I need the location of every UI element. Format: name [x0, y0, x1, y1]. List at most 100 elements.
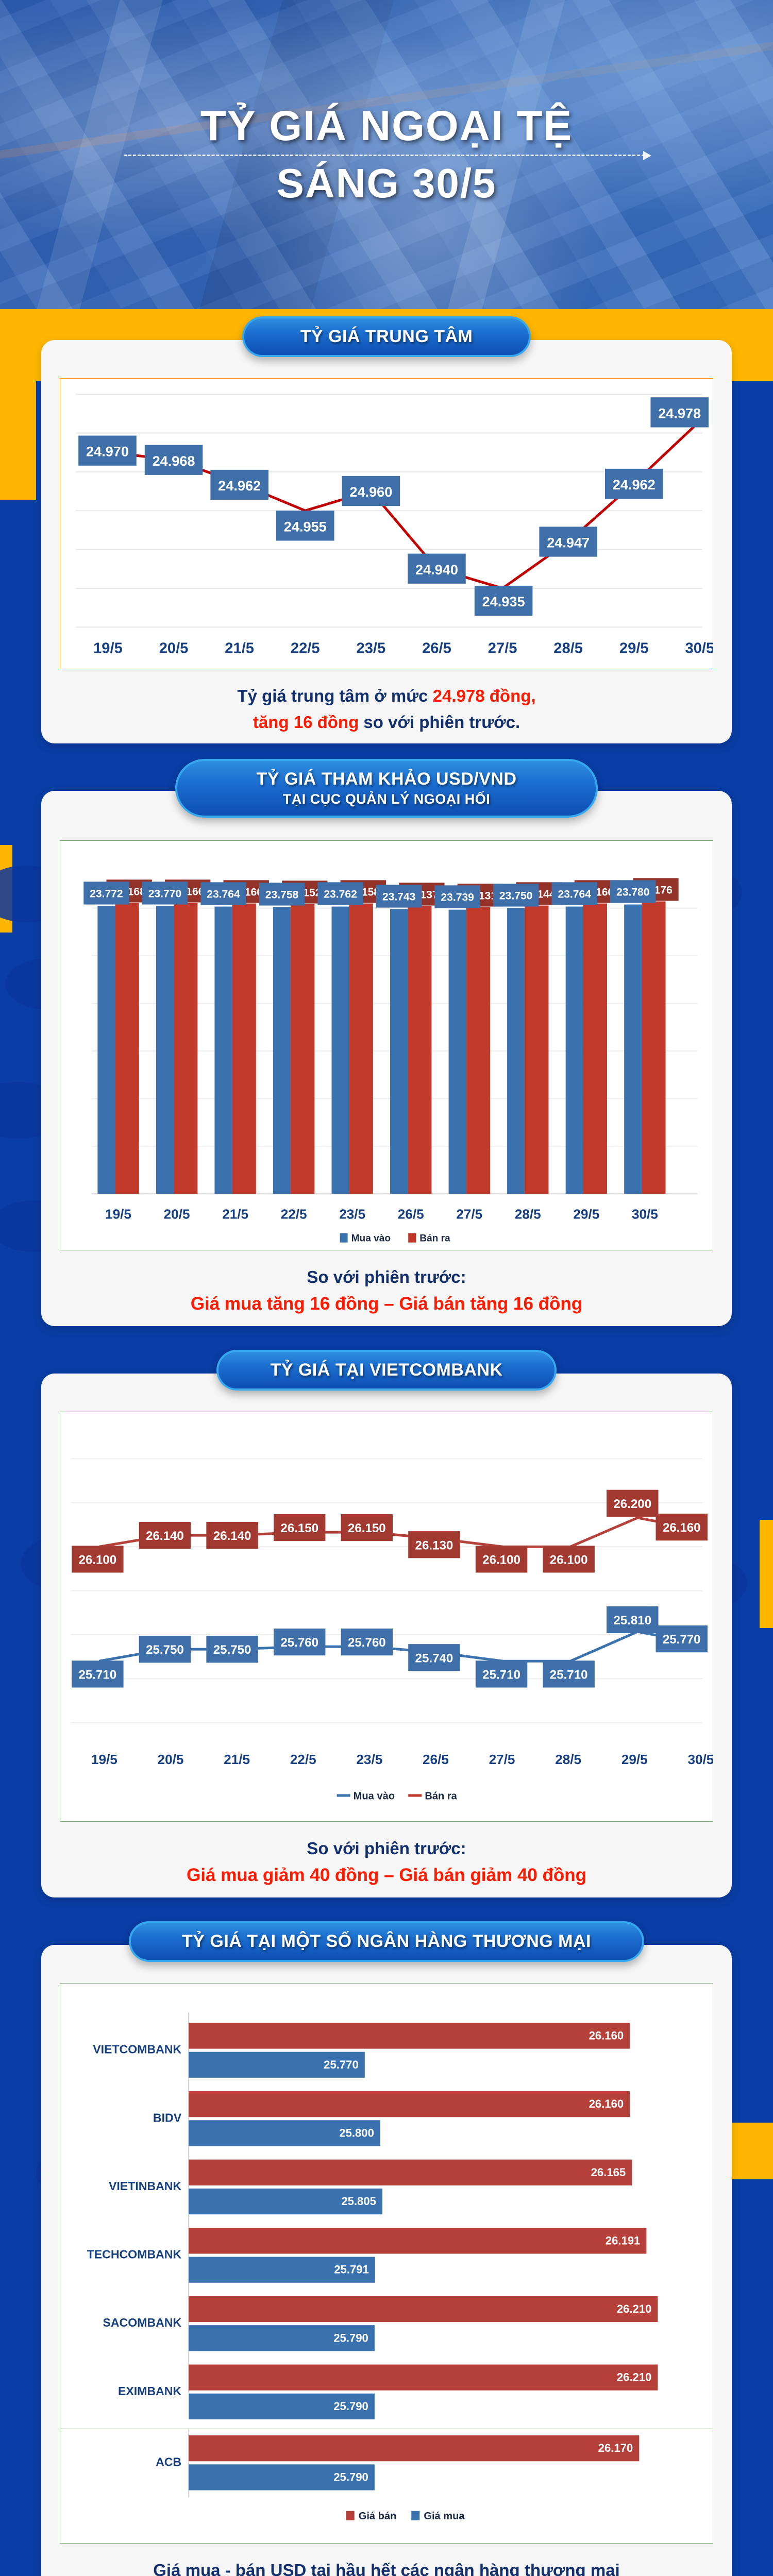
reference-rate-caption-text1: So với phiên trước: [307, 1267, 466, 1286]
central-rate-value: 24.978 đồng, [432, 686, 536, 705]
page-title: TỶ GIÁ NGOẠI TỆ [200, 103, 573, 149]
svg-text:26.100: 26.100 [78, 1553, 116, 1567]
svg-text:25.740: 25.740 [415, 1651, 453, 1665]
svg-text:20/5: 20/5 [158, 1752, 184, 1767]
section-commercial-banks: TỶ GIÁ TẠI MỘT SỐ NGÂN HÀNG THƯƠNG MẠI 2… [0, 1897, 773, 2576]
svg-text:23/5: 23/5 [357, 640, 386, 657]
svg-text:Giá bán: Giá bán [359, 2511, 397, 2522]
svg-text:25.760: 25.760 [280, 1636, 318, 1650]
svg-text:25.800: 25.800 [339, 2127, 374, 2140]
svg-text:27/5: 27/5 [489, 1752, 515, 1767]
svg-text:26.100: 26.100 [550, 1553, 588, 1567]
svg-text:29/5: 29/5 [573, 1206, 599, 1222]
svg-text:23.772: 23.772 [90, 888, 123, 900]
pill-reference-rate-label: TỶ GIÁ THAM KHẢO USD/VND [256, 769, 517, 789]
pill-vietcombank: TỶ GIÁ TẠI VIETCOMBANK [216, 1350, 557, 1391]
svg-text:30/5: 30/5 [685, 640, 713, 657]
reference-rate-bar-chart: 26.168 26.166 26.160 26.152 26.158 26.13… [60, 840, 713, 1250]
vietcombank-chart-frame: 26.100 26.140 26.140 26.150 26.150 26.13… [60, 1412, 713, 1822]
reference-rate-change: Giá mua tăng 16 đồng – Giá bán tăng 16 đ… [190, 1293, 583, 1314]
svg-text:19/5: 19/5 [91, 1752, 117, 1767]
commercial-banks-caption-text1: Giá mua - bán USD tại hầu hết các ngân h… [153, 2561, 620, 2576]
svg-text:24.940: 24.940 [415, 562, 458, 578]
vietcombank-legend: Mua vào Bán ra [337, 1791, 458, 1802]
svg-text:28/5: 28/5 [553, 640, 583, 657]
pill-reference-rate: TỶ GIÁ THAM KHẢO USD/VND TẠI CỤC QUẢN LÝ… [175, 758, 598, 818]
svg-text:26.170: 26.170 [598, 2442, 633, 2455]
svg-text:26.140: 26.140 [146, 1529, 184, 1543]
svg-text:SACOMBANK: SACOMBANK [103, 2316, 181, 2329]
commercial-banks-caption: Giá mua - bán USD tại hầu hết các ngân h… [60, 2544, 713, 2576]
commercial-banks-bar-chart: 26.160 25.770 VIETCOMBANK 26.160 25.800 … [60, 1984, 713, 2429]
svg-text:23.758: 23.758 [265, 889, 299, 901]
pill-reference-rate-sublabel: TẠI CỤC QUẢN LÝ NGOẠI HỐI [282, 791, 491, 807]
central-rate-caption-text2: so với phiên trước. [359, 712, 520, 732]
svg-text:24.962: 24.962 [218, 478, 261, 494]
svg-text:VIETINBANK: VIETINBANK [109, 2179, 181, 2193]
svg-text:23.762: 23.762 [324, 888, 357, 900]
svg-text:29/5: 29/5 [619, 640, 649, 657]
svg-text:25.790: 25.790 [333, 2471, 368, 2484]
svg-text:TECHCOMBANK: TECHCOMBANK [87, 2248, 182, 2261]
svg-text:24.960: 24.960 [349, 484, 392, 500]
svg-text:25.760: 25.760 [348, 1636, 386, 1650]
svg-text:28/5: 28/5 [555, 1752, 581, 1767]
commercial-banks-chart-frame-continued: 26.170 25.790 ACB Giá bán Giá mua [60, 2429, 713, 2544]
pill-commercial-banks: TỶ GIÁ TẠI MỘT SỐ NGÂN HÀNG THƯƠNG MẠI [129, 1921, 644, 1962]
reference-rate-chart-frame: 26.168 26.166 26.160 26.152 26.158 26.13… [60, 840, 713, 1250]
svg-text:26.150: 26.150 [280, 1521, 318, 1535]
central-rate-line-chart: 24.970 24.968 24.962 24.955 24.960 24.94… [60, 379, 713, 669]
svg-text:24.962: 24.962 [613, 477, 656, 493]
dashed-arrow-decoration [124, 151, 651, 160]
svg-text:Mua vào: Mua vào [351, 1233, 391, 1244]
svg-text:Bán ra: Bán ra [419, 1233, 450, 1244]
svg-text:19/5: 19/5 [105, 1206, 131, 1222]
svg-text:24.955: 24.955 [284, 518, 327, 534]
svg-text:Mua vào: Mua vào [354, 1791, 395, 1802]
svg-text:23.770: 23.770 [148, 888, 181, 900]
svg-text:26.160: 26.160 [589, 2097, 624, 2110]
svg-text:30/5: 30/5 [687, 1752, 713, 1767]
commercial-banks-acb-row: 26.170 25.790 ACB Giá bán Giá mua [60, 2429, 713, 2544]
svg-text:Bán ra: Bán ra [425, 1791, 457, 1802]
pill-commercial-banks-label: TỶ GIÁ TẠI MỘT SỐ NGÂN HÀNG THƯƠNG MẠI [182, 1931, 591, 1952]
svg-text:25.790: 25.790 [333, 2332, 368, 2345]
commercial-banks-legend: Giá bán Giá mua [346, 2511, 465, 2522]
svg-text:26.210: 26.210 [617, 2302, 652, 2315]
svg-text:23.780: 23.780 [616, 886, 649, 898]
page-subtitle: SÁNG 30/5 [276, 160, 497, 206]
svg-text:19/5: 19/5 [93, 640, 123, 657]
svg-text:25.710: 25.710 [482, 1668, 520, 1682]
pill-central-rate-label: TỶ GIÁ TRUNG TÂM [300, 327, 473, 346]
hero-header: TỶ GIÁ NGOẠI TỆ SÁNG 30/5 [0, 0, 773, 309]
svg-text:BIDV: BIDV [153, 2111, 182, 2124]
svg-text:23.739: 23.739 [441, 891, 474, 903]
svg-text:20/5: 20/5 [164, 1206, 190, 1222]
section-central-rate: TỶ GIÁ TRUNG TÂM [0, 309, 773, 743]
svg-text:23.764: 23.764 [207, 888, 240, 900]
svg-text:Giá mua: Giá mua [424, 2511, 465, 2522]
reference-rate-legend: Mua vào Bán ra [340, 1233, 450, 1244]
vietcombank-line-chart: 26.100 26.140 26.140 26.150 26.150 26.13… [60, 1412, 713, 1821]
section-vietcombank: TỶ GIÁ TẠI VIETCOMBANK [0, 1326, 773, 1898]
central-rate-chart-frame: 24.970 24.968 24.962 24.955 24.960 24.94… [60, 378, 713, 669]
svg-text:23.743: 23.743 [382, 891, 415, 903]
svg-text:24.978: 24.978 [658, 405, 701, 421]
svg-text:26.165: 26.165 [591, 2166, 626, 2179]
svg-text:24.968: 24.968 [153, 453, 195, 469]
svg-text:26.160: 26.160 [589, 2029, 624, 2042]
svg-text:25.791: 25.791 [334, 2263, 369, 2276]
svg-text:20/5: 20/5 [159, 640, 189, 657]
svg-text:27/5: 27/5 [456, 1206, 482, 1222]
svg-text:23/5: 23/5 [356, 1752, 382, 1767]
section-reference-rate: TỶ GIÁ THAM KHẢO USD/VND TẠI CỤC QUẢN LÝ… [0, 743, 773, 1327]
vietcombank-caption-text1: So với phiên trước: [307, 1838, 466, 1858]
svg-text:26.100: 26.100 [482, 1553, 520, 1567]
svg-text:22/5: 22/5 [281, 1206, 307, 1222]
reference-rate-caption: So với phiên trước: Giá mua tăng 16 đồng… [60, 1250, 713, 1321]
svg-text:26.210: 26.210 [617, 2371, 652, 2384]
svg-text:EXIMBANK: EXIMBANK [118, 2384, 181, 2398]
svg-text:24.970: 24.970 [86, 444, 129, 460]
svg-text:30/5: 30/5 [632, 1206, 658, 1222]
